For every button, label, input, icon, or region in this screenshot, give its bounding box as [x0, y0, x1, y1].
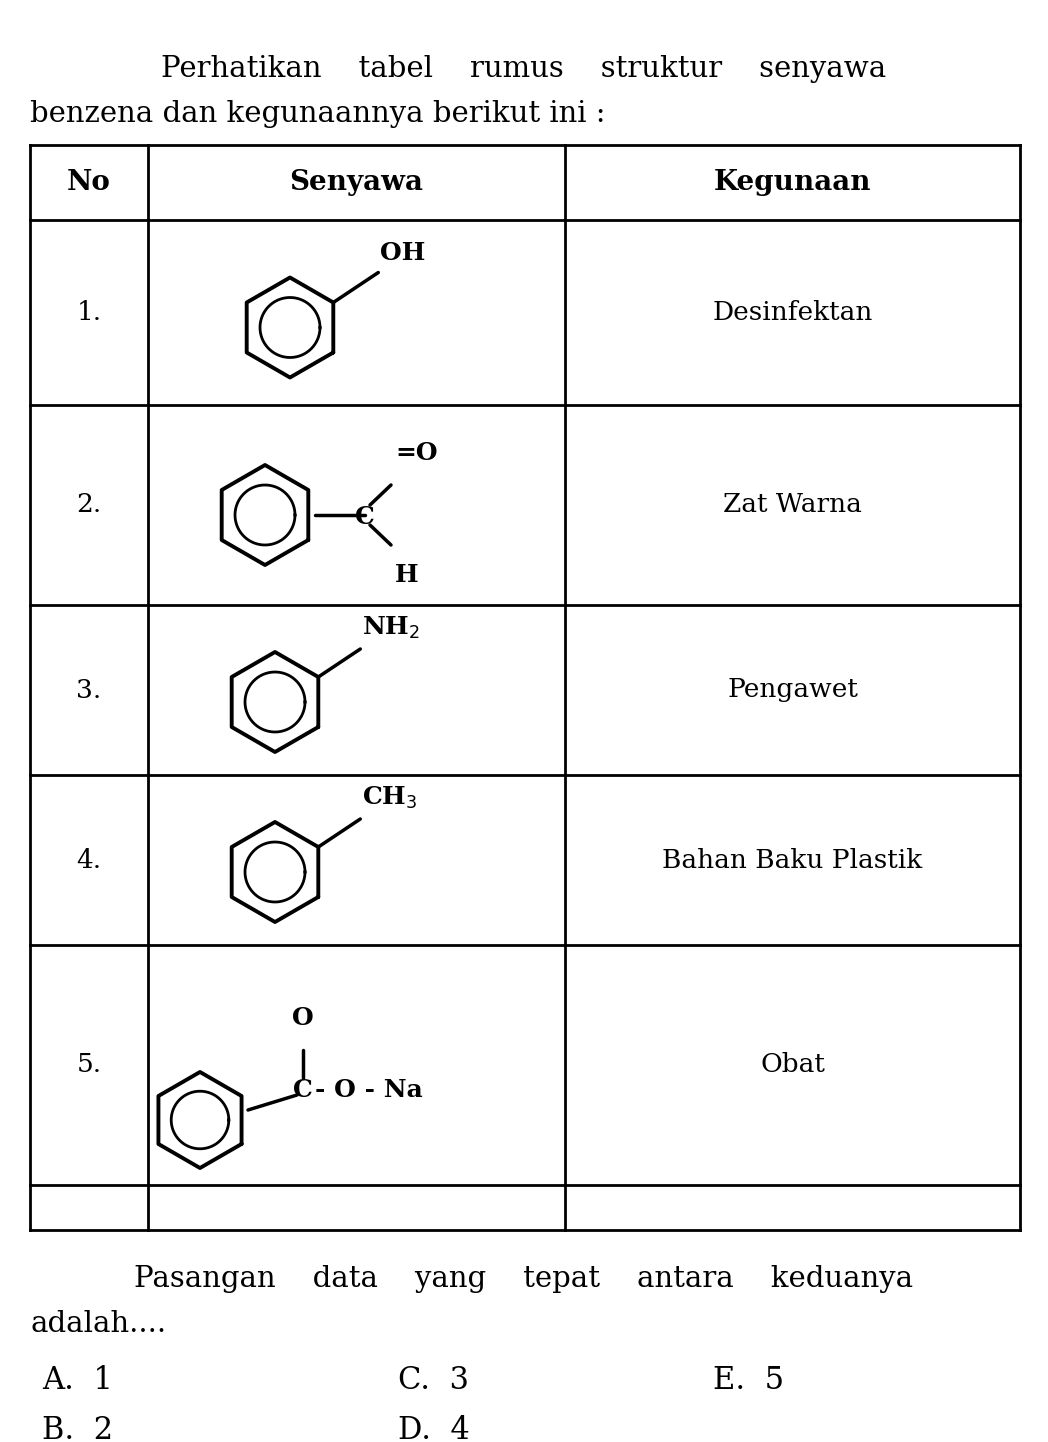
Text: C.  3: C. 3 [398, 1366, 470, 1396]
Text: Pasangan    data    yang    tepat    antara    keduanya: Pasangan data yang tepat antara keduanya [134, 1265, 914, 1293]
Text: 2.: 2. [77, 493, 102, 518]
Text: O: O [292, 1007, 313, 1030]
Text: OH: OH [380, 241, 425, 264]
Text: =O: =O [395, 441, 438, 464]
Text: A.  1: A. 1 [42, 1366, 113, 1396]
Text: adalah....: adalah.... [30, 1309, 167, 1338]
Text: 4.: 4. [77, 848, 102, 872]
Text: Desinfektan: Desinfektan [713, 300, 873, 324]
Text: 1.: 1. [77, 300, 102, 324]
Text: E.  5: E. 5 [713, 1366, 784, 1396]
Text: Zat Warna: Zat Warna [723, 493, 861, 518]
Text: Obat: Obat [760, 1053, 825, 1077]
Text: B.  2: B. 2 [42, 1415, 113, 1442]
Text: Senyawa: Senyawa [289, 169, 423, 196]
Text: benzena dan kegunaannya berikut ini :: benzena dan kegunaannya berikut ini : [30, 99, 606, 128]
Text: 5.: 5. [77, 1053, 102, 1077]
Text: Kegunaan: Kegunaan [714, 169, 871, 196]
Text: H: H [395, 562, 418, 587]
Text: NH$_2$: NH$_2$ [363, 614, 420, 642]
Text: No: No [67, 169, 111, 196]
Text: C: C [293, 1079, 313, 1102]
Text: C: C [355, 505, 375, 529]
Text: Bahan Baku Plastik: Bahan Baku Plastik [662, 848, 922, 872]
Text: 3.: 3. [77, 678, 102, 702]
Text: Pengawet: Pengawet [727, 678, 858, 702]
Text: CH$_3$: CH$_3$ [363, 784, 418, 810]
Text: Perhatikan    tabel    rumus    struktur    senyawa: Perhatikan tabel rumus struktur senyawa [161, 55, 887, 84]
Text: D.  4: D. 4 [398, 1415, 470, 1442]
Text: - O - Na: - O - Na [315, 1079, 422, 1102]
